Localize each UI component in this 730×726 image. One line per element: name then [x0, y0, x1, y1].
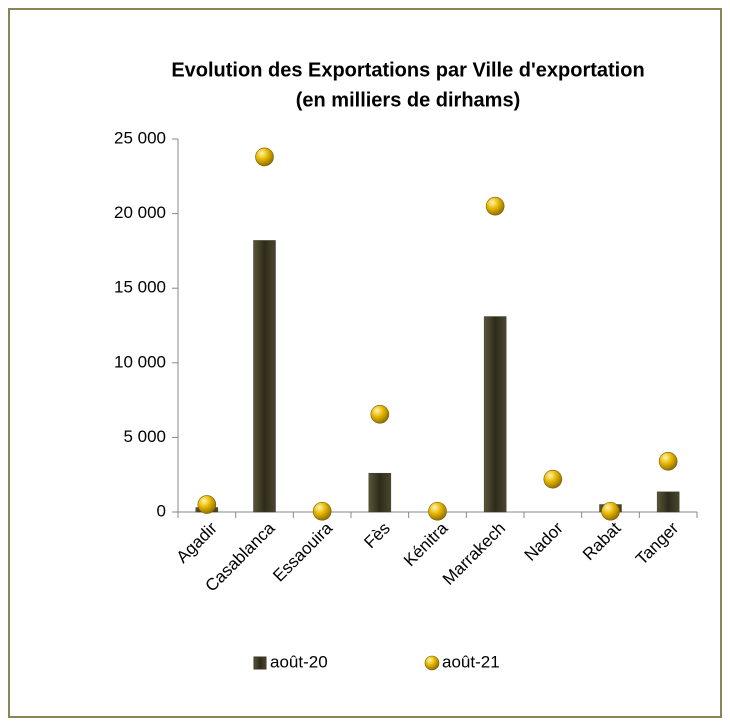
bar: [656, 491, 680, 513]
chart-frame: [8, 8, 722, 718]
legend-swatch: [253, 656, 267, 670]
legend-label: août-21: [442, 652, 500, 671]
chart-subtitle: (en milliers de dirhams): [296, 89, 521, 111]
y-tick-label: 20 000: [114, 203, 166, 222]
dot: [428, 501, 447, 521]
dot: [197, 495, 217, 514]
dot: [543, 469, 563, 489]
y-tick-label: 15 000: [114, 278, 166, 297]
dot: [255, 147, 274, 167]
y-tick-label: 25 000: [114, 128, 166, 147]
y-tick-label: 0: [157, 501, 166, 520]
y-tick-label: 5 000: [123, 427, 166, 446]
bar: [253, 240, 276, 513]
bar: [483, 316, 507, 513]
dot: [370, 404, 390, 424]
dot: [658, 451, 678, 471]
dot: [601, 501, 620, 521]
dot: [485, 196, 505, 216]
dot: [312, 501, 332, 521]
legend-swatch: [424, 655, 440, 671]
y-tick-label: 10 000: [114, 352, 166, 371]
bar: [368, 472, 392, 513]
chart-title: Evolution des Exportations par Ville d'e…: [171, 59, 644, 81]
legend-label: août-20: [270, 652, 328, 671]
